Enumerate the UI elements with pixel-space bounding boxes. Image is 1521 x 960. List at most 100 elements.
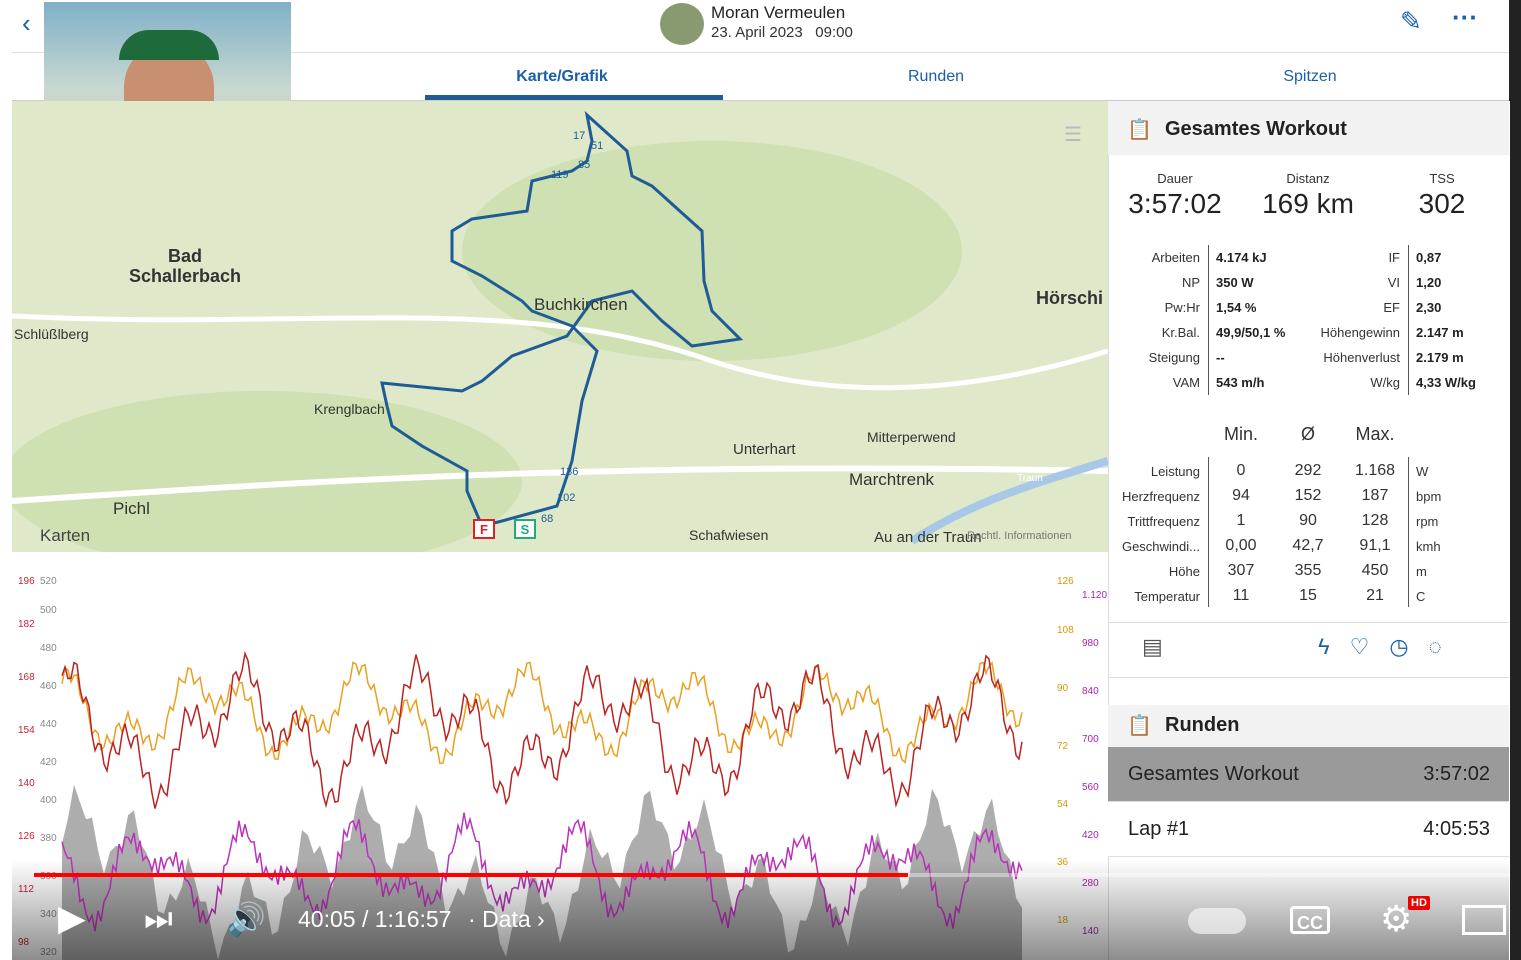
settings-button[interactable]: ⚙ xyxy=(1380,898,1413,939)
metric-value: 307 xyxy=(1227,562,1255,579)
flag-label: S xyxy=(521,522,530,537)
metric-value: 292 xyxy=(1294,462,1322,479)
road xyxy=(12,465,1108,504)
column-header: Ø xyxy=(1300,424,1315,444)
axis-label: 182 xyxy=(18,619,35,630)
distance-marker: 51 xyxy=(591,140,603,152)
axis-label: 560 xyxy=(1082,782,1099,793)
laps-title: Runden xyxy=(1165,714,1240,736)
edit-button[interactable]: ✎ xyxy=(1400,6,1422,36)
lap-time: 3:57:02 xyxy=(1423,763,1490,785)
axis-label: 340 xyxy=(40,909,57,920)
metric-value: 355 xyxy=(1294,562,1322,579)
metric-value: 0,00 xyxy=(1225,537,1257,554)
metric-value: 21 xyxy=(1366,587,1384,604)
summary-icon[interactable]: ▤ xyxy=(1142,634,1163,659)
hd-badge: HD xyxy=(1408,896,1430,910)
date: 23. April 2023 09:00 xyxy=(711,24,853,41)
stat-label: W/kg xyxy=(1370,375,1400,390)
axis-label: 98 xyxy=(18,937,30,948)
stat-value: 4,33 W/kg xyxy=(1416,375,1476,390)
graph: 196 182 168 154 140 126 112 98 520 500 480 460 440 42… xyxy=(12,552,1108,960)
back-button[interactable]: ‹ xyxy=(22,8,31,38)
metric-label: Geschwindi... xyxy=(1121,539,1200,554)
autoplay-toggle[interactable] xyxy=(1188,908,1246,934)
panel-title: Gesamtes Workout xyxy=(1165,118,1347,140)
axis-label: 480 xyxy=(40,643,57,654)
cc-button[interactable]: CC xyxy=(1290,906,1330,934)
stat-value: 4.174 kJ xyxy=(1216,250,1267,265)
stat-value: 2.147 m xyxy=(1416,325,1464,340)
chapter[interactable]: · Data › xyxy=(468,906,545,932)
cap xyxy=(119,30,219,60)
axis-label: 980 xyxy=(1082,638,1099,649)
next-button[interactable]: ⏭ xyxy=(144,900,173,936)
metric-unit: C xyxy=(1416,589,1426,604)
axis-label: 280 xyxy=(1082,878,1099,889)
axis-label: 520 xyxy=(40,576,57,587)
miniplayer-button[interactable] xyxy=(1462,905,1506,935)
metric-icons[interactable]: ϟ♡◷◌ xyxy=(1318,634,1462,659)
divider xyxy=(1208,457,1209,607)
metric-value: 187 xyxy=(1361,487,1389,504)
place-label: Buchkirchen xyxy=(534,295,628,314)
metric-value: 91,1 xyxy=(1359,537,1391,554)
metric-value: 11 xyxy=(1232,587,1250,604)
axis-label: 140 xyxy=(18,778,35,789)
summary-value: 169 km xyxy=(1262,188,1354,219)
metric-value: 15 xyxy=(1299,587,1317,604)
athlete-name: Moran Vermeulen xyxy=(711,3,846,22)
map-brand: Karten xyxy=(40,526,90,545)
axis-label: 320 xyxy=(40,947,57,958)
volume-button[interactable]: 🔊 xyxy=(226,901,266,937)
summary-label: Distanz xyxy=(1286,171,1330,186)
axis-label: 500 xyxy=(40,605,57,616)
edge xyxy=(1509,0,1521,960)
summary-label: TSS xyxy=(1429,171,1455,186)
place-label: Marchtrenk xyxy=(849,470,935,489)
play-button[interactable]: ▶ xyxy=(58,897,86,938)
tab[interactable]: Karte/Grafik xyxy=(516,68,608,85)
route xyxy=(380,110,744,528)
axis-label: 126 xyxy=(18,831,35,842)
metric-value: 128 xyxy=(1361,512,1389,529)
laps-header xyxy=(1108,705,1509,747)
clipboard-icon: 📋 xyxy=(1127,119,1152,141)
date-text: 23. April 2023 xyxy=(711,24,803,41)
road xyxy=(12,313,1108,391)
map-menu[interactable]: ☰ xyxy=(1064,124,1082,146)
tab[interactable]: Runden xyxy=(907,68,965,85)
place-label: Traun xyxy=(1017,473,1043,484)
more-button[interactable]: ··· xyxy=(1452,2,1478,32)
metric-unit: bpm xyxy=(1416,489,1442,504)
axis-label: 154 xyxy=(18,725,35,736)
distance-marker: 136 xyxy=(560,466,578,478)
divider xyxy=(1408,245,1409,395)
axis-label: 36 xyxy=(1057,857,1069,868)
axis-label: 420 xyxy=(1082,830,1099,841)
panel-header xyxy=(1108,101,1509,155)
metric-value: 1 xyxy=(1236,512,1246,529)
traces xyxy=(61,650,1023,960)
avatar xyxy=(660,3,704,45)
time-text: 09:00 xyxy=(815,24,853,41)
tab[interactable]: Spitzen xyxy=(1283,68,1337,85)
legal-link: Rechtl. Informationen xyxy=(967,530,1072,542)
axes: 196 182 168 154 140 126 112 98 520 500 480 460 440 42… xyxy=(18,576,1107,958)
place-label: Bad xyxy=(168,246,202,266)
axis-label: 54 xyxy=(1057,799,1069,810)
lap-name: Lap #1 xyxy=(1128,818,1190,840)
metric-value: 94 xyxy=(1232,487,1250,504)
divider xyxy=(1208,245,1209,395)
place-label: Krenglbach xyxy=(314,401,385,417)
place-label: Unterhart xyxy=(733,441,796,458)
lap-row[interactable] xyxy=(1108,747,1509,802)
stat-value: 1,54 % xyxy=(1216,300,1257,315)
stat-value: 49,9/50,1 % xyxy=(1216,325,1286,340)
stat-label: Höhengewinn xyxy=(1320,325,1400,340)
lap-row[interactable] xyxy=(1108,802,1509,857)
axis-label: 1.120 xyxy=(1082,590,1107,601)
axis-label: 840 xyxy=(1082,686,1099,697)
stat-label: Arbeiten xyxy=(1151,250,1200,265)
